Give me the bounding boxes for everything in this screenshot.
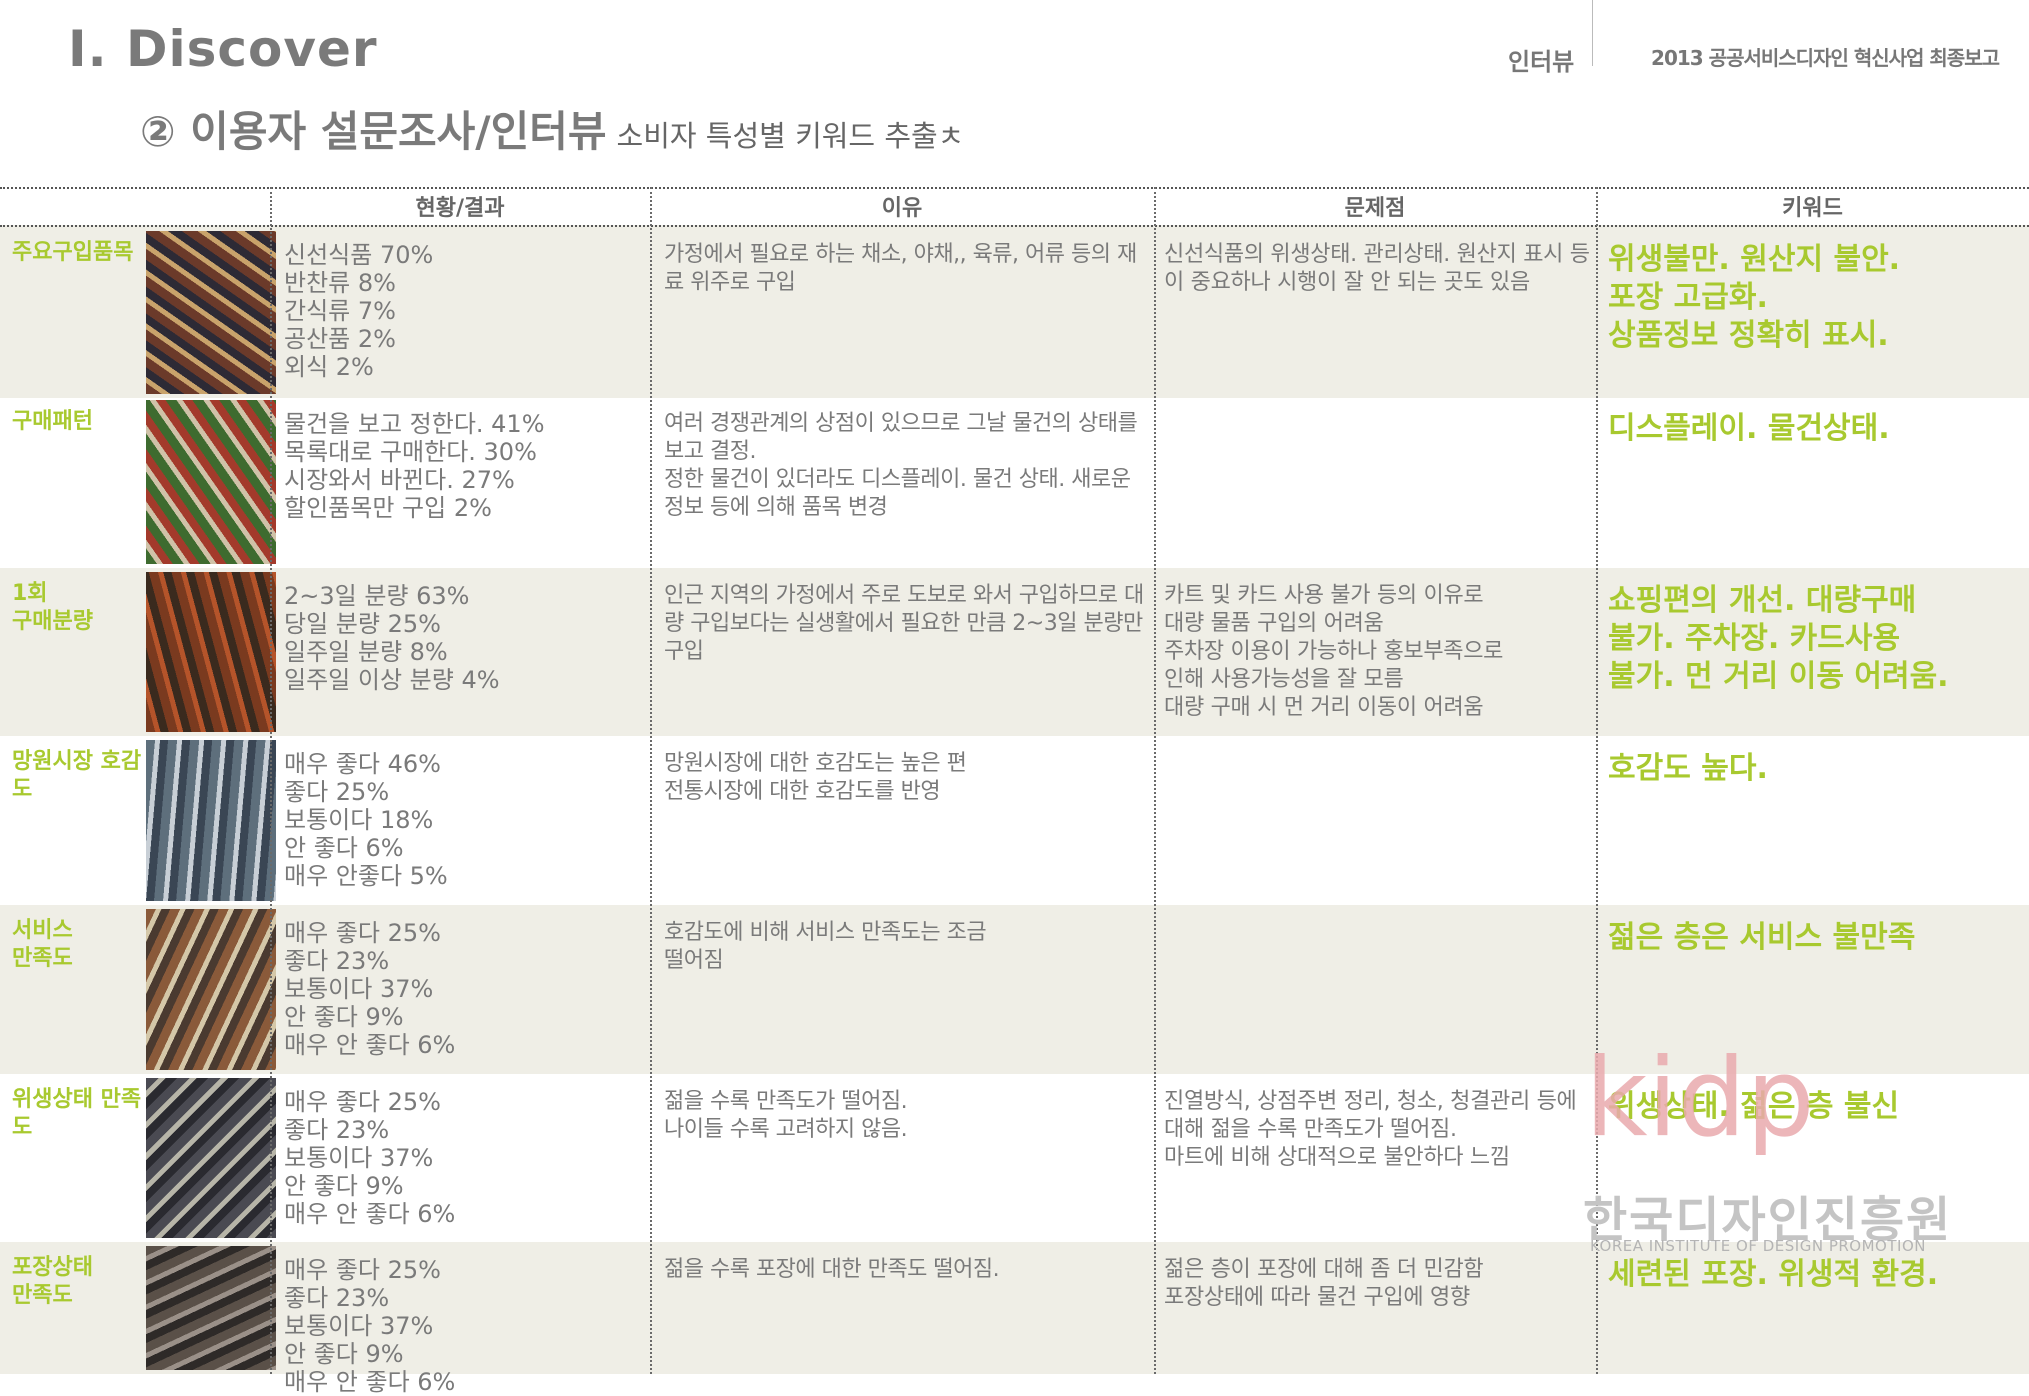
subtitle-small: 소비자 특성별 키워드 추출ㅊ (616, 119, 965, 153)
status-cell: 매우 좋다 46% 좋다 25% 보통이다 18% 안 좋다 6% 매우 안좋다… (284, 750, 448, 890)
row-category: 서비스 만족도 (12, 918, 73, 971)
problem-cell: 카트 및 카드 사용 불가 등의 이유로 대량 물품 구입의 어려움 주차장 이… (1164, 583, 1504, 720)
watermark-korean: 한국디자인진흥원 (1583, 1192, 1953, 1248)
reason-cell: 인근 지역의 가정에서 주로 도보로 와서 구입하므로 대량 구입보다는 실생활… (664, 583, 1144, 664)
table-header: 현황/결과 이유 문제점 키워드 (0, 187, 2029, 227)
reason-cell: 망원시장에 대한 호감도는 높은 편 전통시장에 대한 호감도를 반영 (664, 751, 967, 804)
report-label: 2013 공공서비스디자인 혁신사업 최종보고 (1651, 46, 2000, 70)
keyword-cell: 세련된 포장. 위생적 환경. (1608, 1257, 1939, 1292)
problem-cell: 신선식품의 위생상태. 관리상태. 원산지 표시 등이 중요하나 시행이 잘 안… (1164, 242, 1590, 295)
table-row: 주요구입품목 신선식품 70% 반찬류 8% 간식류 7% 공산품 2% 외식 2… (0, 225, 2029, 398)
keyword-cell: 호감도 높다. (1608, 751, 1768, 786)
header-keyword: 키워드 (1782, 196, 1843, 221)
page-title: Ⅰ. Discover (68, 20, 378, 78)
page-subtitle: ② 이용자 설문조사/인터뷰 소비자 특성별 키워드 추출ㅊ (140, 98, 964, 159)
table-row: 서비스 만족도 매우 좋다 25% 좋다 23% 보통이다 37% 안 좋다 9%… (0, 905, 2029, 1074)
reason-cell: 여러 경쟁관계의 상점이 있으므로 그날 물건의 상태를 보고 결정. 정한 물… (664, 411, 1138, 520)
column-divider (270, 187, 272, 1374)
header-problem: 문제점 (1344, 196, 1406, 221)
header-reason: 이유 (881, 196, 923, 221)
keyword-cell: 디스플레이. 물건상태. (1608, 411, 1890, 446)
market-photo (146, 1078, 276, 1238)
row-category: 위생상태 만족도 (12, 1087, 142, 1140)
row-category: 포장상태 만족도 (12, 1255, 93, 1308)
market-photo (146, 909, 276, 1070)
market-photo (146, 1246, 276, 1370)
problem-cell: 진열방식, 상점주변 정리, 청소, 청결관리 등에 대해 젊을 수록 만족도가… (1164, 1089, 1577, 1170)
status-cell: 신선식품 70% 반찬류 8% 간식류 7% 공산품 2% 외식 2% (284, 241, 434, 381)
keyword-cell: 위생상태. 젊은 층 불신 (1608, 1089, 1900, 1124)
row-category: 구매패턴 (12, 409, 93, 434)
table-row: 위생상태 만족도 매우 좋다 25% 좋다 23% 보통이다 37% 안 좋다 9… (0, 1074, 2029, 1242)
status-cell: 물건을 보고 정한다. 41% 목록대로 구매한다. 30% 시장와서 바뀐다.… (284, 410, 545, 522)
table-row: 포장상태 만족도 매우 좋다 25% 좋다 23% 보통이다 37% 안 좋다 9… (0, 1242, 2029, 1396)
reason-cell: 젊을 수록 포장에 대한 만족도 떨어짐. (664, 1257, 1000, 1282)
reason-cell: 호감도에 비해 서비스 만족도는 조금 떨어짐 (664, 920, 987, 973)
row-category: 1회 구매분량 (12, 581, 93, 634)
status-cell: 매우 좋다 25% 좋다 23% 보통이다 37% 안 좋다 9% 매우 안 좋… (284, 919, 456, 1059)
watermark-english: KOREA INSTITUTE OF DESIGN PROMOTION (1590, 1237, 1926, 1255)
reason-cell: 가정에서 필요로 하는 채소, 야채,, 육류, 어류 등의 재료 위주로 구입 (664, 242, 1137, 295)
market-photo (146, 400, 276, 564)
market-photo (146, 231, 276, 394)
status-cell: 매우 좋다 25% 좋다 23% 보통이다 37% 안 좋다 9% 매우 안 좋… (284, 1256, 456, 1396)
section-label: 인터뷰 (1508, 48, 1575, 76)
column-divider (1596, 187, 1598, 1374)
row-category: 주요구입품목 (12, 240, 134, 265)
subtitle-main: ② 이용자 설문조사/인터뷰 (140, 107, 607, 156)
table-row: 1회 구매분량 2~3일 분량 63% 당일 분량 25% 일주일 분량 8% 일… (0, 568, 2029, 736)
market-photo (146, 572, 276, 732)
problem-cell: 젊은 층이 포장에 대해 좀 더 민감함 포장상태에 따라 물건 구입에 영향 (1164, 1257, 1484, 1310)
header-divider (1592, 0, 1593, 66)
keyword-cell: 젊은 층은 서비스 불만족 (1608, 920, 1916, 955)
keyword-cell: 위생불만. 원산지 불안. 포장 고급화. 상품정보 정확히 표시. (1608, 242, 1901, 353)
reason-cell: 젊을 수록 만족도가 떨어짐. 나이들 수록 고려하지 않음. (664, 1089, 908, 1142)
market-photo (146, 740, 276, 901)
column-divider (650, 187, 652, 1374)
header-status: 현황/결과 (415, 196, 505, 221)
survey-table: 현황/결과 이유 문제점 키워드 주요구입품목 신선식품 70% 반찬류 8% 간… (0, 187, 2029, 1396)
status-cell: 매우 좋다 25% 좋다 23% 보통이다 37% 안 좋다 9% 매우 안 좋… (284, 1088, 456, 1228)
row-category: 망원시장 호감도 (12, 749, 142, 802)
table-row: 구매패턴 물건을 보고 정한다. 41% 목록대로 구매한다. 30% 시장와서 … (0, 396, 2029, 568)
table-row: 망원시장 호감도 매우 좋다 46% 좋다 25% 보통이다 18% 안 좋다 6… (0, 736, 2029, 905)
status-cell: 2~3일 분량 63% 당일 분량 25% 일주일 분량 8% 일주일 이상 분… (284, 582, 500, 694)
column-divider (1154, 187, 1156, 1374)
keyword-cell: 쇼핑편의 개선. 대량구매 불가. 주차장. 카드사용 불가. 먼 거리 이동 … (1608, 583, 1949, 694)
